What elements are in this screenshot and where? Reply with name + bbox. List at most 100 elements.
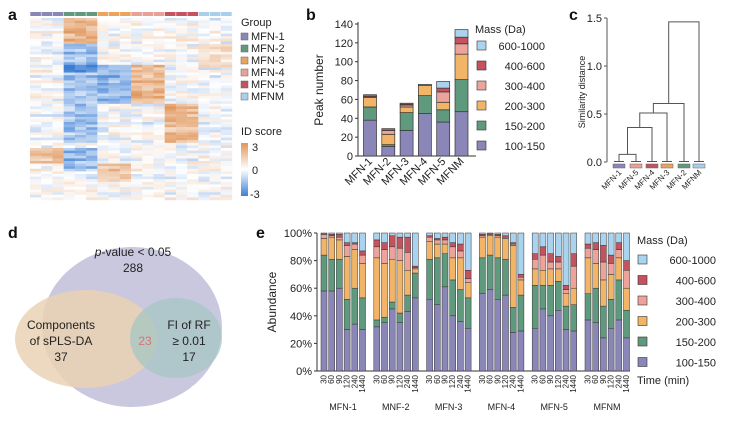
heatmap-cell <box>86 23 98 26</box>
e-bar-segment-300-400 <box>623 270 630 289</box>
heatmap-cell <box>131 116 143 120</box>
heatmap-cell <box>131 93 143 97</box>
heatmap-cell <box>108 171 120 175</box>
heatmap-cell <box>153 44 165 47</box>
heatmap-cell <box>131 122 143 125</box>
heatmap-cell <box>209 49 221 52</box>
heatmap-cell <box>52 101 64 104</box>
b-legend-label: 150-200 <box>505 121 545 133</box>
heatmap-cell <box>153 64 165 68</box>
c-y-tick-label: 0.5 <box>587 109 602 121</box>
heatmap-cell <box>30 93 42 97</box>
heatmap-cell <box>52 18 64 21</box>
heatmap-cell <box>30 192 42 195</box>
heatmap-cell <box>52 174 64 177</box>
e-time-tick-label: 30 <box>320 374 329 383</box>
e-bar-segment-100-150 <box>381 322 388 372</box>
heatmap-cell <box>153 90 165 94</box>
heatmap-cell <box>164 33 177 37</box>
heatmap-cell <box>41 70 53 73</box>
heatmap-cell <box>220 25 233 29</box>
heatmap-cell <box>86 54 98 58</box>
heatmap-cell <box>86 80 98 84</box>
heatmap-cell <box>119 197 132 201</box>
heatmap-cell <box>52 20 64 24</box>
e-bar-segment-400-600 <box>464 270 472 279</box>
heatmap-cell <box>187 106 199 110</box>
heatmap-cell <box>142 57 154 60</box>
heatmap-cell <box>153 106 165 110</box>
heatmap-cell <box>209 148 221 151</box>
heatmap-cell <box>52 38 64 42</box>
b-bar-segment-400-600 <box>381 128 396 131</box>
colorbar-tick-mid: 0 <box>252 165 258 177</box>
group-legend-swatch <box>240 80 249 89</box>
heatmap-cell <box>97 158 109 162</box>
heatmap-cell <box>220 150 233 154</box>
heatmap-cell <box>209 189 221 193</box>
heatmap-cell <box>97 57 109 60</box>
heatmap-cell <box>220 176 233 180</box>
heatmap-cell <box>220 90 233 94</box>
heatmap-cell <box>97 119 109 123</box>
heatmap-cell <box>131 70 143 73</box>
heatmap-cell <box>74 181 87 185</box>
heatmap-cell <box>63 93 76 97</box>
e-bar-segment-200-300 <box>562 293 570 307</box>
heatmap-cell <box>153 179 165 182</box>
heatmap-cell <box>74 176 87 180</box>
heatmap-cell <box>187 137 199 141</box>
group-color-strip <box>52 12 64 16</box>
e-bar-segment-400-600 <box>373 239 381 248</box>
heatmap-cell <box>119 184 132 188</box>
heatmap-cell <box>52 127 64 130</box>
e-bar-segment-200-300 <box>531 268 539 286</box>
heatmap-cell <box>74 135 87 138</box>
heatmap-cell <box>153 38 165 42</box>
heatmap-cell <box>41 174 53 177</box>
heatmap-cell <box>86 33 98 37</box>
heatmap-cell <box>63 20 76 24</box>
heatmap-cell <box>153 101 165 104</box>
heatmap-cell <box>41 181 53 185</box>
heatmap-cell <box>41 54 53 58</box>
heatmap-cell <box>209 132 221 136</box>
e-bar-segment-400-600 <box>396 236 404 249</box>
b-legend-swatch <box>476 120 487 131</box>
heatmap-cell <box>198 103 210 107</box>
heatmap-cell <box>97 150 109 154</box>
heatmap-cell <box>153 70 165 73</box>
heatmap-cell <box>164 179 177 182</box>
heatmap-cell <box>153 20 165 24</box>
heatmap-cell <box>63 171 76 175</box>
heatmap-cell <box>30 163 42 167</box>
heatmap-cell <box>209 57 221 60</box>
heatmap-cell <box>63 98 76 102</box>
heatmap-cell <box>131 41 143 45</box>
heatmap-cell <box>52 155 64 159</box>
heatmap-cell <box>187 83 199 86</box>
heatmap-cell <box>86 168 98 172</box>
heatmap-cell <box>175 132 188 136</box>
heatmap-cell <box>164 127 177 130</box>
e-bar-segment-600-1000 <box>359 232 366 252</box>
heatmap-cell <box>198 166 210 169</box>
heatmap-cell <box>97 109 109 112</box>
heatmap-cell <box>41 90 53 94</box>
heatmap-cell <box>74 33 87 37</box>
heatmap-cell <box>209 124 221 128</box>
e-bar-segment-100-150 <box>600 337 607 372</box>
heatmap-cell <box>63 18 76 21</box>
heatmap-cell <box>108 20 120 24</box>
heatmap-cell <box>74 38 87 42</box>
heatmap-cell <box>108 168 120 172</box>
group-legend-label: MFN-3 <box>251 55 285 67</box>
heatmap-cell <box>97 31 109 34</box>
heatmap-cell <box>175 44 188 47</box>
heatmap-cell <box>198 64 210 68</box>
e-bar-segment-300-400 <box>615 249 623 259</box>
heatmap-cell <box>187 90 199 94</box>
b-bar-segment-100-150 <box>454 111 469 157</box>
heatmap-cell <box>164 166 177 169</box>
heatmap-cell <box>74 122 87 125</box>
